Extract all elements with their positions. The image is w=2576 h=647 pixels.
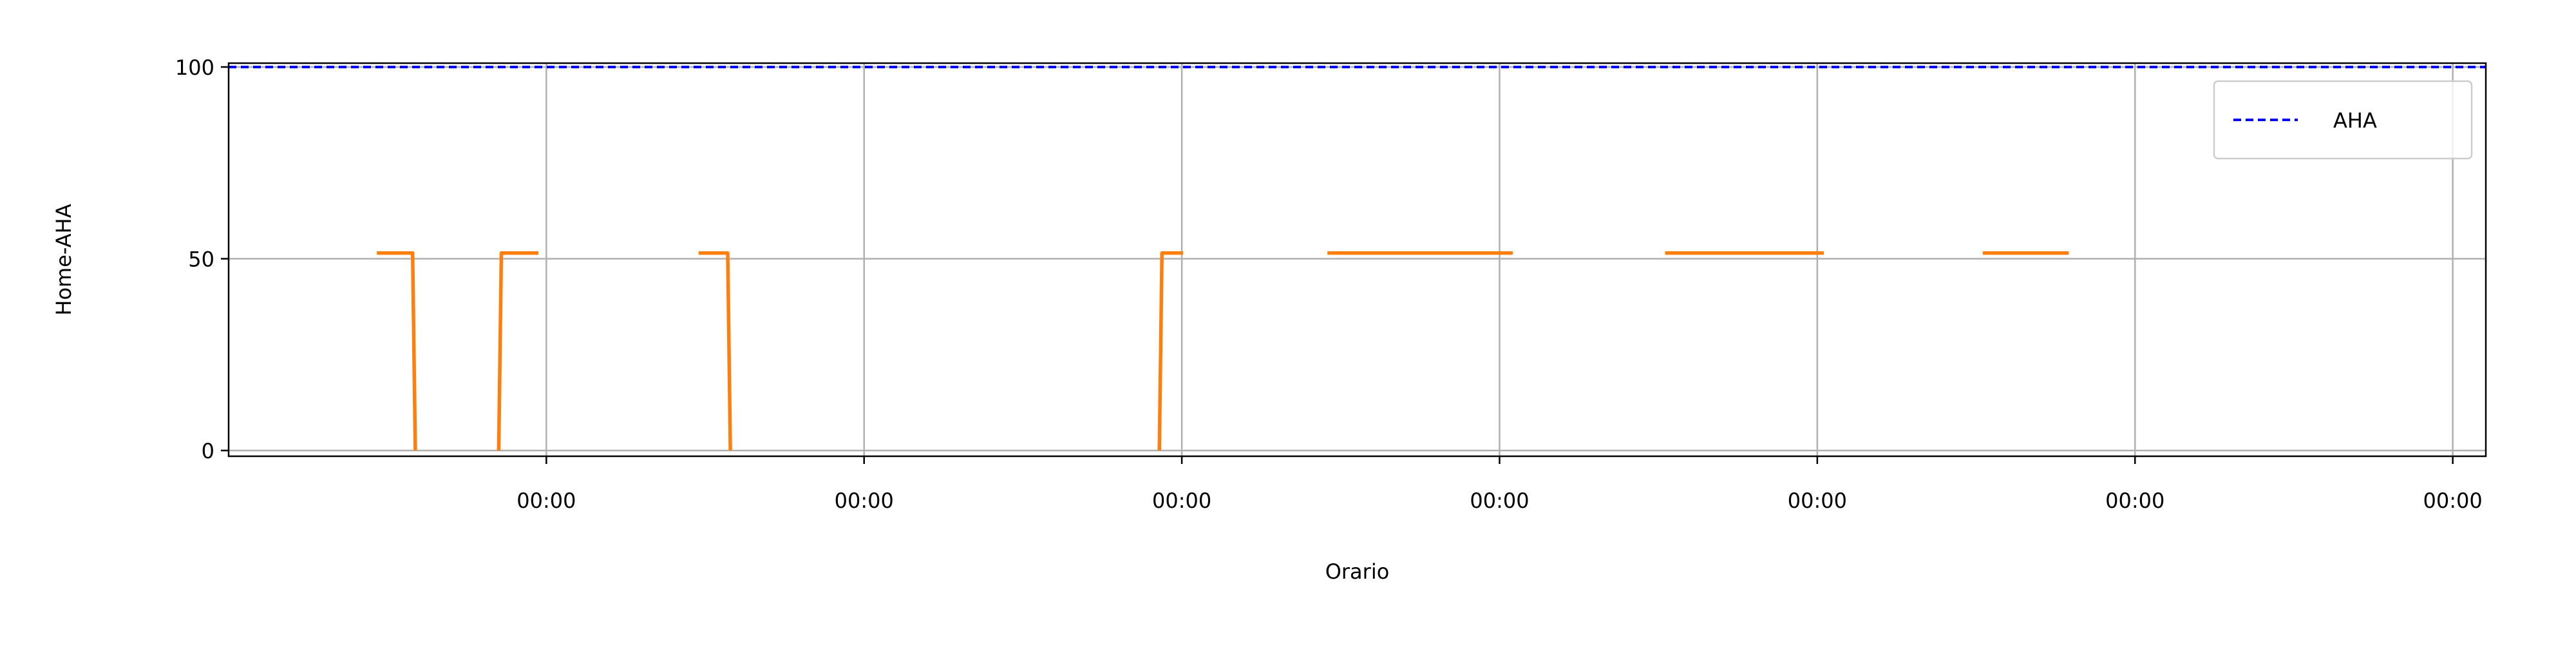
status-series-line bbox=[1157, 251, 1184, 451]
x-tick-label: 00:00 bbox=[2105, 488, 2164, 513]
x-axis-label: Orario bbox=[1325, 559, 1390, 584]
ticks: 00:00 00:00 00:00 00:00 00:00 00:00 00:00 0 50 10… bbox=[175, 55, 2483, 513]
status-series-line bbox=[377, 251, 417, 451]
y-tick-label: 50 bbox=[188, 247, 214, 272]
status-series-line bbox=[497, 251, 538, 451]
series-layer bbox=[229, 66, 2486, 451]
legend: AHA bbox=[2213, 80, 2473, 160]
plot-frame bbox=[227, 62, 2487, 458]
status-series-line bbox=[698, 251, 732, 451]
x-tick-label: 00:00 bbox=[1470, 488, 1529, 513]
x-tick-label: 00:00 bbox=[1152, 488, 1211, 513]
y-axis-label: Home-AHA bbox=[52, 204, 76, 315]
y-tick-label: 100 bbox=[175, 55, 214, 80]
x-tick-label: 00:00 bbox=[835, 488, 894, 513]
y-tick-label: 0 bbox=[202, 439, 214, 463]
x-tick-label: 00:00 bbox=[2423, 488, 2482, 513]
legend-box bbox=[2213, 80, 2473, 160]
legend-label: AHA bbox=[2333, 108, 2377, 133]
x-tick-label: 00:00 bbox=[516, 488, 576, 513]
x-tick-label: 00:00 bbox=[1788, 488, 1847, 513]
